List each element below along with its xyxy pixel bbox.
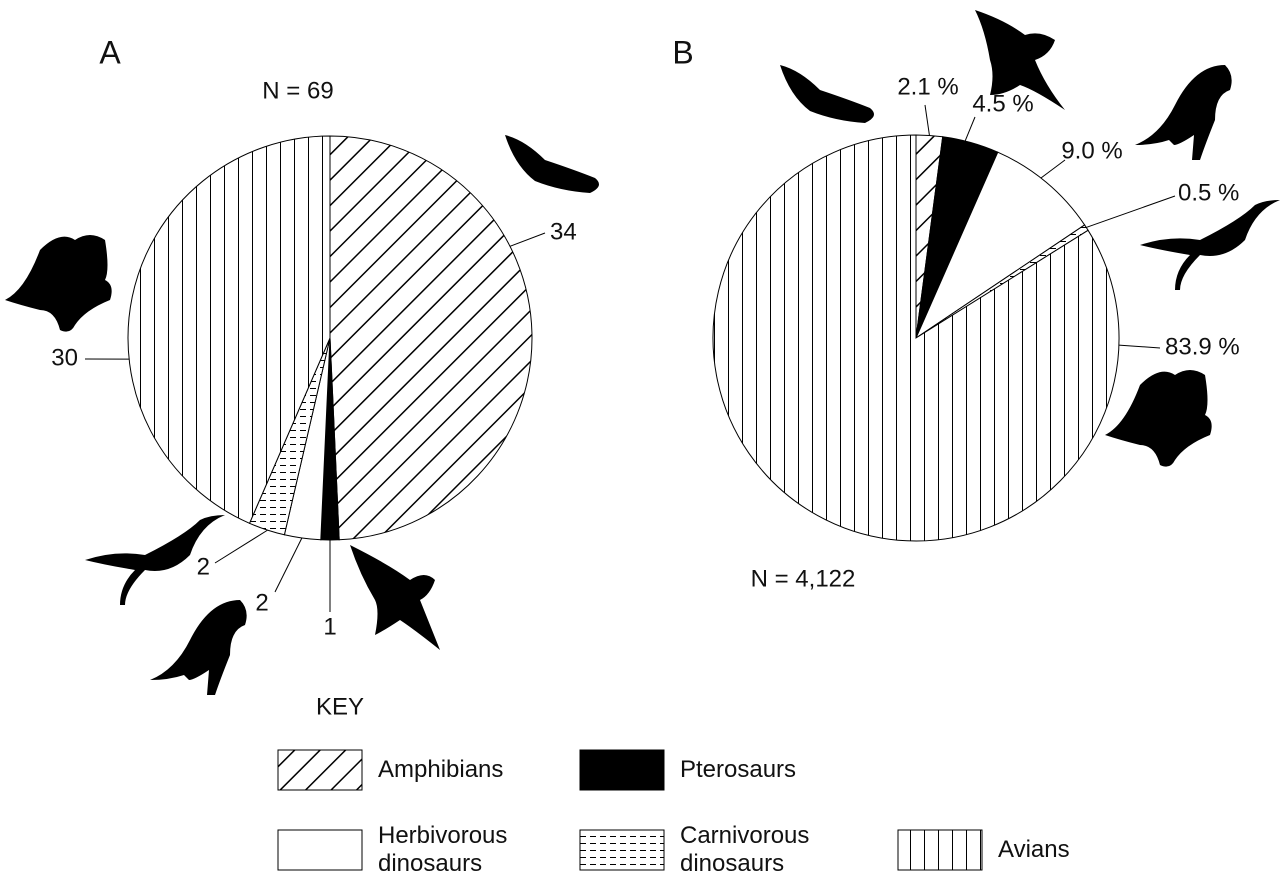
leader-line — [275, 538, 302, 592]
sample-size: N = 4,122 — [751, 565, 856, 592]
panel-title: B — [672, 34, 693, 70]
legend-label: Amphibians — [378, 756, 528, 784]
chart: A B N = 69 N = 4,122 KEY 34 1 2 2 30 2.1 % 4.5… — [0, 0, 1284, 878]
leader-line — [1119, 345, 1160, 348]
value-label: 2.1 % — [897, 73, 958, 100]
legend-swatch — [278, 830, 362, 870]
value-label: 2 — [255, 589, 268, 616]
legend-label: Herbivorous dinosaurs — [378, 822, 528, 878]
silhouette — [150, 600, 247, 695]
leader-line — [925, 105, 929, 135]
legend-title: KEY — [316, 693, 364, 720]
leader-line — [510, 233, 545, 246]
legend-swatch — [898, 830, 982, 870]
leader-line — [965, 117, 975, 141]
leader-line — [1086, 196, 1175, 227]
silhouette — [5, 235, 112, 332]
panel-title: A — [99, 34, 121, 70]
legend-label: Carnivorous dinosaurs — [680, 822, 830, 878]
silhouette — [780, 65, 874, 123]
silhouette — [1105, 370, 1212, 467]
legend-label: Avians — [998, 836, 1148, 864]
value-label: 34 — [550, 218, 577, 245]
legend-swatch — [278, 750, 362, 790]
value-label: 4.5 % — [972, 90, 1033, 117]
leader-line — [215, 530, 268, 563]
legend-swatch — [580, 750, 664, 790]
pie-slice — [330, 136, 532, 540]
value-label: 1 — [323, 613, 336, 640]
value-label: 30 — [51, 344, 78, 371]
silhouette — [1140, 200, 1280, 290]
silhouette — [505, 135, 599, 193]
silhouette — [1135, 65, 1232, 160]
value-label: 83.9 % — [1165, 333, 1240, 360]
sample-size: N = 69 — [262, 77, 333, 104]
page: A B N = 69 N = 4,122 KEY 34 1 2 2 30 2.1 % 4.5… — [0, 0, 1284, 878]
value-label: 0.5 % — [1178, 179, 1239, 206]
silhouette — [350, 545, 440, 650]
legend-label: Pterosaurs — [680, 756, 830, 784]
legend-swatch — [580, 830, 664, 870]
value-label: 9.0 % — [1061, 137, 1122, 164]
value-label: 2 — [197, 553, 210, 580]
